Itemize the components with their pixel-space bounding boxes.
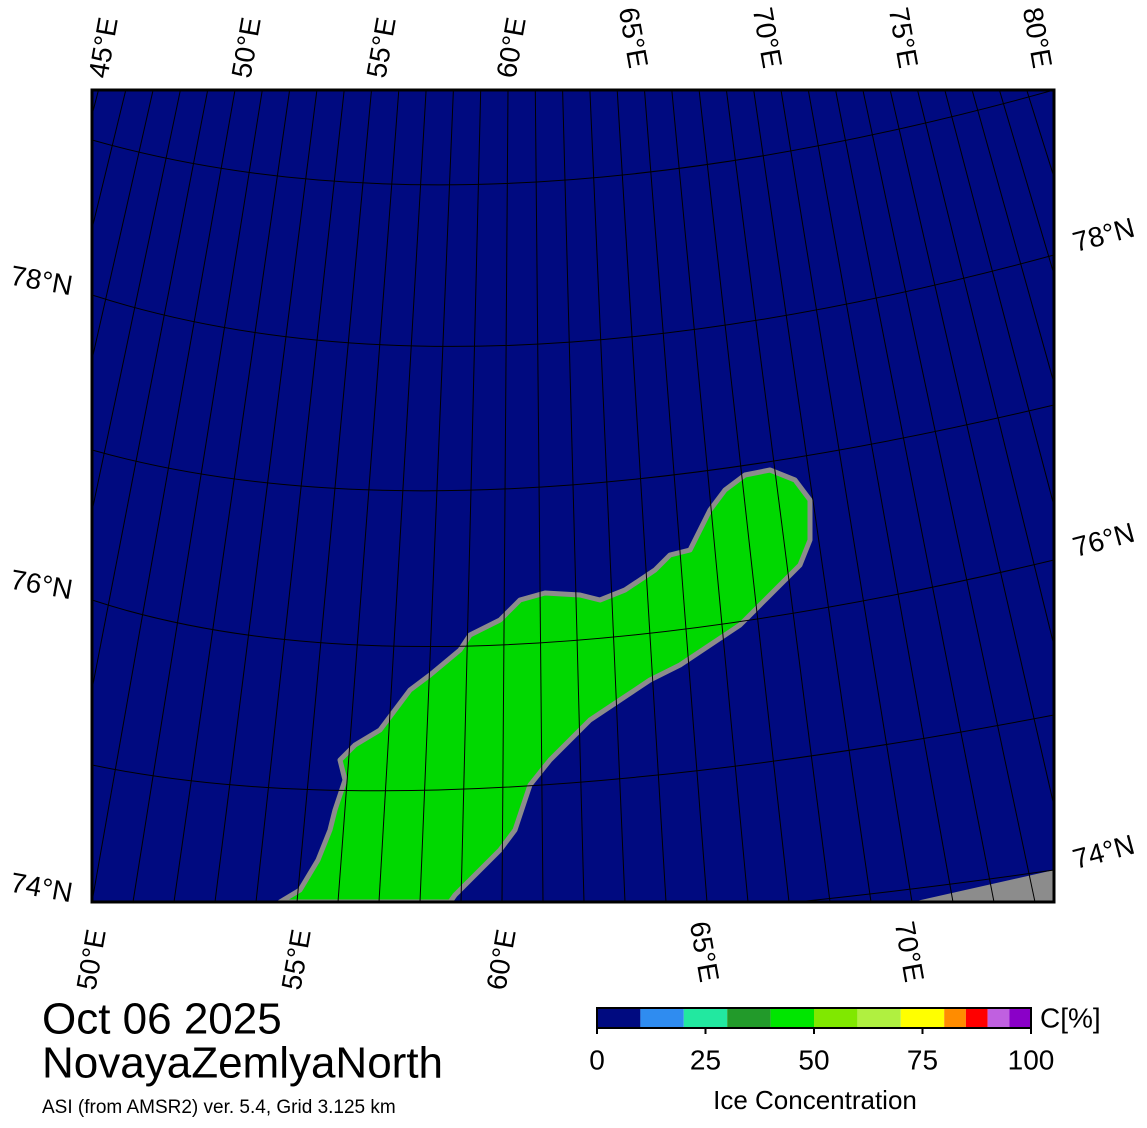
- region: NovayaZemlyaNorth: [42, 1039, 443, 1088]
- meridian: [460, 90, 482, 902]
- meridian: [0, 90, 44, 902]
- meridian: [862, 90, 1036, 902]
- meridian: [780, 90, 913, 902]
- lon-label: 45°E: [83, 15, 124, 80]
- meridian: [132, 90, 263, 902]
- meridian: [589, 90, 626, 902]
- colorbar-bin: [987, 1008, 1010, 1028]
- lon-label: 60°E: [481, 927, 522, 992]
- meridian: [753, 90, 872, 902]
- meridian: [173, 90, 291, 902]
- meridian: [1053, 90, 1054, 92]
- meridian: [616, 90, 667, 902]
- meridian: [92, 90, 236, 902]
- lat-label: 76°N: [8, 564, 75, 605]
- lat-label: 74°N: [8, 867, 75, 908]
- meridian: [944, 90, 1054, 508]
- colorbar-tick-label: 50: [798, 1044, 829, 1075]
- lon-label: 55°E: [361, 15, 402, 80]
- meridian: [889, 90, 1054, 809]
- parallel: [92, 254, 1054, 347]
- source: ASI (from AMSR2) ver. 5.4, Grid 3.125 km: [42, 1097, 396, 1118]
- meridian: [0, 90, 71, 902]
- parallel: [92, 90, 1054, 186]
- meridian: [1136, 90, 1147, 902]
- lon-label: 65°E: [613, 5, 654, 70]
- lon-label: 50°E: [226, 15, 267, 80]
- meridian: [92, 90, 209, 693]
- colorbar-tick-label: 100: [1008, 1044, 1055, 1075]
- meridian: [725, 90, 831, 902]
- meridian: [419, 90, 454, 902]
- colorbar-bin: [965, 1008, 988, 1028]
- map-frame: [90, 88, 1056, 904]
- meridian: [971, 90, 1054, 385]
- meridian: [255, 90, 345, 902]
- lat-label: 74°N: [1069, 829, 1137, 875]
- meridian: [92, 90, 99, 117]
- meridian: [644, 90, 708, 902]
- colorbar-bin: [597, 1008, 641, 1028]
- island: [277, 467, 813, 902]
- parallel: [92, 869, 1054, 902]
- graticule: [0, 90, 1147, 902]
- meridian: [501, 90, 509, 902]
- lon-label: 60°E: [491, 15, 532, 80]
- meridian: [0, 90, 17, 902]
- colorbar-bin: [770, 1008, 814, 1028]
- lat-label: 76°N: [1069, 517, 1137, 563]
- lat-label: 78°N: [1069, 212, 1137, 258]
- colorbar-tick-label: 0: [589, 1044, 605, 1075]
- map: [0, 90, 1147, 902]
- meridian: [337, 90, 400, 902]
- colorbar-bin: [814, 1008, 858, 1028]
- colorbar-tick-label: 75: [907, 1044, 938, 1075]
- lon-label: 50°E: [71, 927, 112, 992]
- meridian: [214, 90, 318, 902]
- meridian: [807, 90, 954, 902]
- meridian: [671, 90, 749, 902]
- lon-label: 65°E: [684, 919, 725, 984]
- colorbar-bin: [640, 1008, 684, 1028]
- lon-label: 80°E: [1017, 5, 1058, 70]
- meridian: [92, 90, 181, 514]
- meridian: [534, 90, 544, 902]
- land-mask: [912, 870, 1054, 902]
- colorbar-bin: [683, 1008, 728, 1028]
- meridian: [378, 90, 427, 902]
- lon-label: 75°E: [883, 5, 924, 70]
- colorbar-unit: C[%]: [1040, 1002, 1101, 1033]
- colorbar-label: Ice Concentration: [713, 1085, 917, 1115]
- parallel: [92, 559, 1054, 647]
- lon-label: 70°E: [747, 5, 788, 70]
- colorbar-bin: [857, 1008, 901, 1028]
- date: Oct 06 2025: [42, 995, 282, 1044]
- lon-label: 70°E: [889, 919, 930, 984]
- meridian: [698, 90, 790, 902]
- colorbar-bin: [900, 1008, 945, 1028]
- meridian: [562, 90, 585, 902]
- meridian: [1081, 90, 1147, 902]
- colorbar-bin: [727, 1008, 771, 1028]
- colorbar-bin: [944, 1008, 966, 1028]
- parallel: [92, 714, 1054, 792]
- colorbar-bin: [1009, 1008, 1031, 1028]
- meridian: [92, 90, 154, 362]
- meridian: [296, 90, 372, 902]
- colorbar-tick-label: 25: [690, 1044, 721, 1075]
- meridian: [998, 90, 1054, 277]
- lat-label: 78°N: [8, 260, 75, 301]
- meridian: [917, 90, 1054, 648]
- meridian: [835, 90, 995, 902]
- lon-label: 55°E: [276, 927, 317, 992]
